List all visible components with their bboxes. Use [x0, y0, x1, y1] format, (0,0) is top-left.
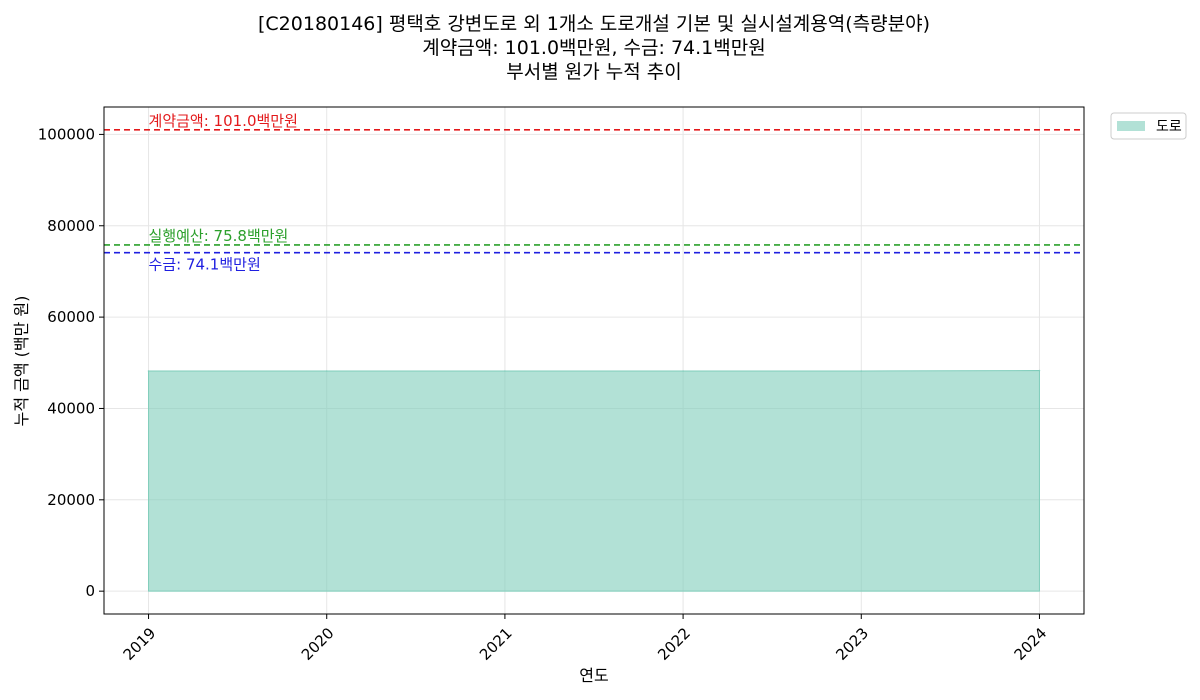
x-axis-label: 연도: [579, 666, 608, 685]
chart-title: [C20180146] 평택호 강변도로 외 1개소 도로개설 기본 및 실시설…: [258, 13, 930, 83]
title-line-3: 부서별 원가 누적 추이: [506, 61, 681, 83]
x-axis: 2019 2020 2021 2022 2023 2024: [120, 614, 1051, 664]
y-axis-label: 누적 금액 (백만 원): [12, 296, 31, 427]
data-point: [325, 370, 328, 372]
x-tick-label: 2024: [1011, 624, 1051, 664]
area-layer: [147, 369, 1041, 592]
data-point: [860, 370, 863, 372]
y-tick-label: 20000: [47, 491, 95, 509]
data-point: [504, 370, 506, 372]
reference-label-0: 계약금액: 101.0백만원: [149, 112, 298, 130]
x-tick-label: 2020: [298, 624, 338, 664]
title-line-2: 계약금액: 101.0백만원, 수금: 74.1백만원: [422, 37, 765, 59]
area-series-도로: [148, 370, 1040, 592]
y-tick-label: 100000: [38, 125, 95, 143]
reference-label-1: 실행예산: 75.8백만원: [149, 227, 289, 245]
y-tick-label: 80000: [47, 217, 95, 235]
y-axis: 0 20000 40000 60000 80000 100000: [38, 125, 104, 600]
x-tick-label: 2022: [654, 624, 694, 664]
data-point: [1038, 369, 1041, 372]
plot-area: [103, 106, 1085, 615]
legend-label: 도로: [1156, 119, 1182, 135]
y-tick-label: 40000: [47, 399, 95, 417]
y-tick-label: 0: [85, 582, 95, 600]
data-point: [147, 370, 150, 372]
x-tick-label: 2019: [120, 624, 160, 664]
x-tick-label: 2023: [832, 624, 872, 664]
x-tick-label: 2021: [476, 624, 516, 664]
legend-swatch: [1117, 121, 1145, 131]
reference-label-2: 수금: 74.1백만원: [149, 256, 261, 274]
legend-frame: [1110, 112, 1187, 140]
data-point: [682, 370, 684, 372]
legend: 도로: [1110, 112, 1187, 140]
y-tick-label: 60000: [47, 308, 95, 326]
title-line-1: [C20180146] 평택호 강변도로 외 1개소 도로개설 기본 및 실시설…: [258, 13, 930, 35]
